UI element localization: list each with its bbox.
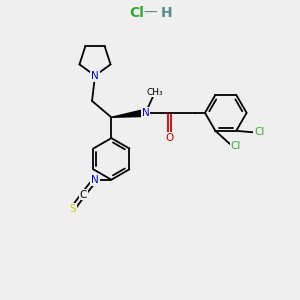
Text: N: N: [91, 71, 99, 81]
Polygon shape: [111, 109, 146, 117]
Text: S: S: [69, 204, 76, 214]
Text: Cl: Cl: [129, 6, 144, 20]
Text: C: C: [80, 190, 87, 200]
Text: —: —: [143, 6, 157, 20]
Text: N: N: [142, 108, 149, 118]
Text: Cl: Cl: [230, 141, 241, 151]
Text: O: O: [165, 133, 173, 143]
Text: Cl: Cl: [254, 128, 265, 137]
Text: CH₃: CH₃: [146, 88, 163, 97]
Text: N: N: [91, 175, 99, 185]
Text: H: H: [160, 6, 172, 20]
